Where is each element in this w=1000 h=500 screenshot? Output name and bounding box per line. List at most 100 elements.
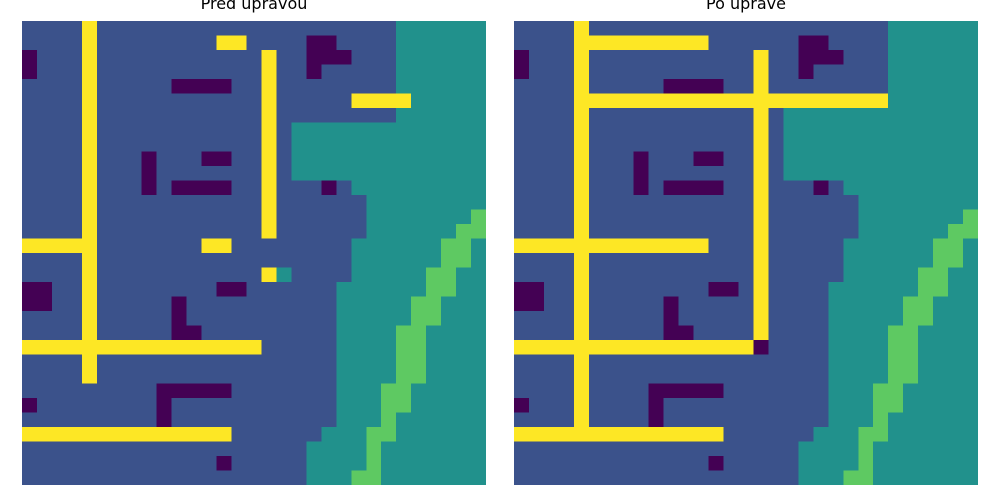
grid-cell xyxy=(588,93,605,109)
grid-cell xyxy=(843,253,859,269)
grid-cell xyxy=(456,383,472,399)
grid-cell xyxy=(558,340,575,356)
grid-cell xyxy=(663,253,680,269)
grid-cell xyxy=(783,383,799,399)
grid-cell xyxy=(96,209,113,225)
grid-cell xyxy=(753,398,770,414)
grid-cell xyxy=(633,21,650,37)
grid-cell xyxy=(291,325,307,341)
grid-cell xyxy=(156,151,173,167)
grid-cell xyxy=(156,122,173,138)
grid-cell xyxy=(573,267,590,283)
grid-cell xyxy=(141,137,158,153)
grid-cell xyxy=(858,238,874,254)
grid-cell xyxy=(321,253,337,269)
grid-cell xyxy=(858,122,874,138)
grid-cell xyxy=(678,311,695,327)
grid-cell xyxy=(201,369,218,385)
grid-cell xyxy=(888,296,904,312)
grid-cell xyxy=(843,340,859,356)
grid-cell xyxy=(663,282,680,298)
grid-cell xyxy=(873,35,889,51)
grid-cell xyxy=(723,137,740,153)
grid-cell xyxy=(618,253,635,269)
grid-cell xyxy=(201,209,218,225)
grid-cell xyxy=(873,398,889,414)
grid-cell xyxy=(963,398,978,414)
grid-cell xyxy=(351,427,367,443)
grid-cell xyxy=(948,93,964,109)
grid-cell xyxy=(918,195,934,211)
grid-cell xyxy=(321,93,337,109)
grid-cell xyxy=(51,340,68,356)
grid-cell xyxy=(276,369,293,385)
grid-cell xyxy=(738,340,755,356)
grid-cell xyxy=(693,122,710,138)
grid-cell xyxy=(798,93,814,109)
grid-cell xyxy=(216,456,233,472)
grid-cell xyxy=(351,238,367,254)
grid-cell xyxy=(573,369,590,385)
grid-cell xyxy=(693,93,710,109)
grid-cell xyxy=(171,137,188,153)
grid-cell xyxy=(903,340,919,356)
grid-cell xyxy=(66,441,83,457)
grid-cell xyxy=(366,398,382,414)
grid-cell xyxy=(813,456,829,472)
grid-cell xyxy=(51,151,68,167)
grid-cell xyxy=(441,296,457,312)
grid-cell xyxy=(96,383,113,399)
grid-cell xyxy=(306,64,322,80)
grid-cell xyxy=(678,108,695,124)
grid-cell xyxy=(663,398,680,414)
grid-cell xyxy=(603,122,620,138)
grid-cell xyxy=(156,64,173,80)
grid-cell xyxy=(738,325,755,341)
grid-cell xyxy=(738,456,755,472)
grid-cell xyxy=(186,456,203,472)
grid-cell xyxy=(528,151,545,167)
grid-cell xyxy=(693,166,710,182)
grid-cell xyxy=(111,238,128,254)
grid-cell xyxy=(381,296,397,312)
grid-cell xyxy=(126,282,143,298)
grid-cell xyxy=(948,180,964,196)
grid-cell xyxy=(351,383,367,399)
grid-cell xyxy=(201,267,218,283)
grid-cell xyxy=(633,253,650,269)
grid-cell xyxy=(858,209,874,225)
grid-cell xyxy=(141,311,158,327)
grid-cell xyxy=(603,180,620,196)
grid-cell xyxy=(903,93,919,109)
grid-cell xyxy=(798,50,814,66)
grid-cell xyxy=(396,354,412,370)
grid-cell xyxy=(528,282,545,298)
grid-cell xyxy=(171,412,188,428)
grid-cell xyxy=(603,369,620,385)
grid-cell xyxy=(351,441,367,457)
grid-cell xyxy=(321,470,337,485)
grid-cell xyxy=(321,427,337,443)
grid-cell xyxy=(366,456,382,472)
grid-cell xyxy=(708,238,725,254)
grid-cell xyxy=(306,50,322,66)
grid-cell xyxy=(201,195,218,211)
grid-cell xyxy=(66,427,83,443)
grid-cell xyxy=(813,21,829,37)
grid-cell xyxy=(396,224,412,240)
grid-cell xyxy=(111,253,128,269)
grid-cell xyxy=(216,224,233,240)
grid-cell xyxy=(948,470,964,485)
grid-cell xyxy=(963,137,978,153)
grid-cell xyxy=(738,137,755,153)
grid-cell xyxy=(321,354,337,370)
grid-cell xyxy=(783,470,799,485)
grid-cell xyxy=(678,267,695,283)
grid-cell xyxy=(216,267,233,283)
grid-cell xyxy=(948,412,964,428)
grid-cell xyxy=(291,122,307,138)
grid-cell xyxy=(411,195,427,211)
grid-cell xyxy=(858,50,874,66)
grid-cell xyxy=(528,296,545,312)
grid-cell xyxy=(366,224,382,240)
